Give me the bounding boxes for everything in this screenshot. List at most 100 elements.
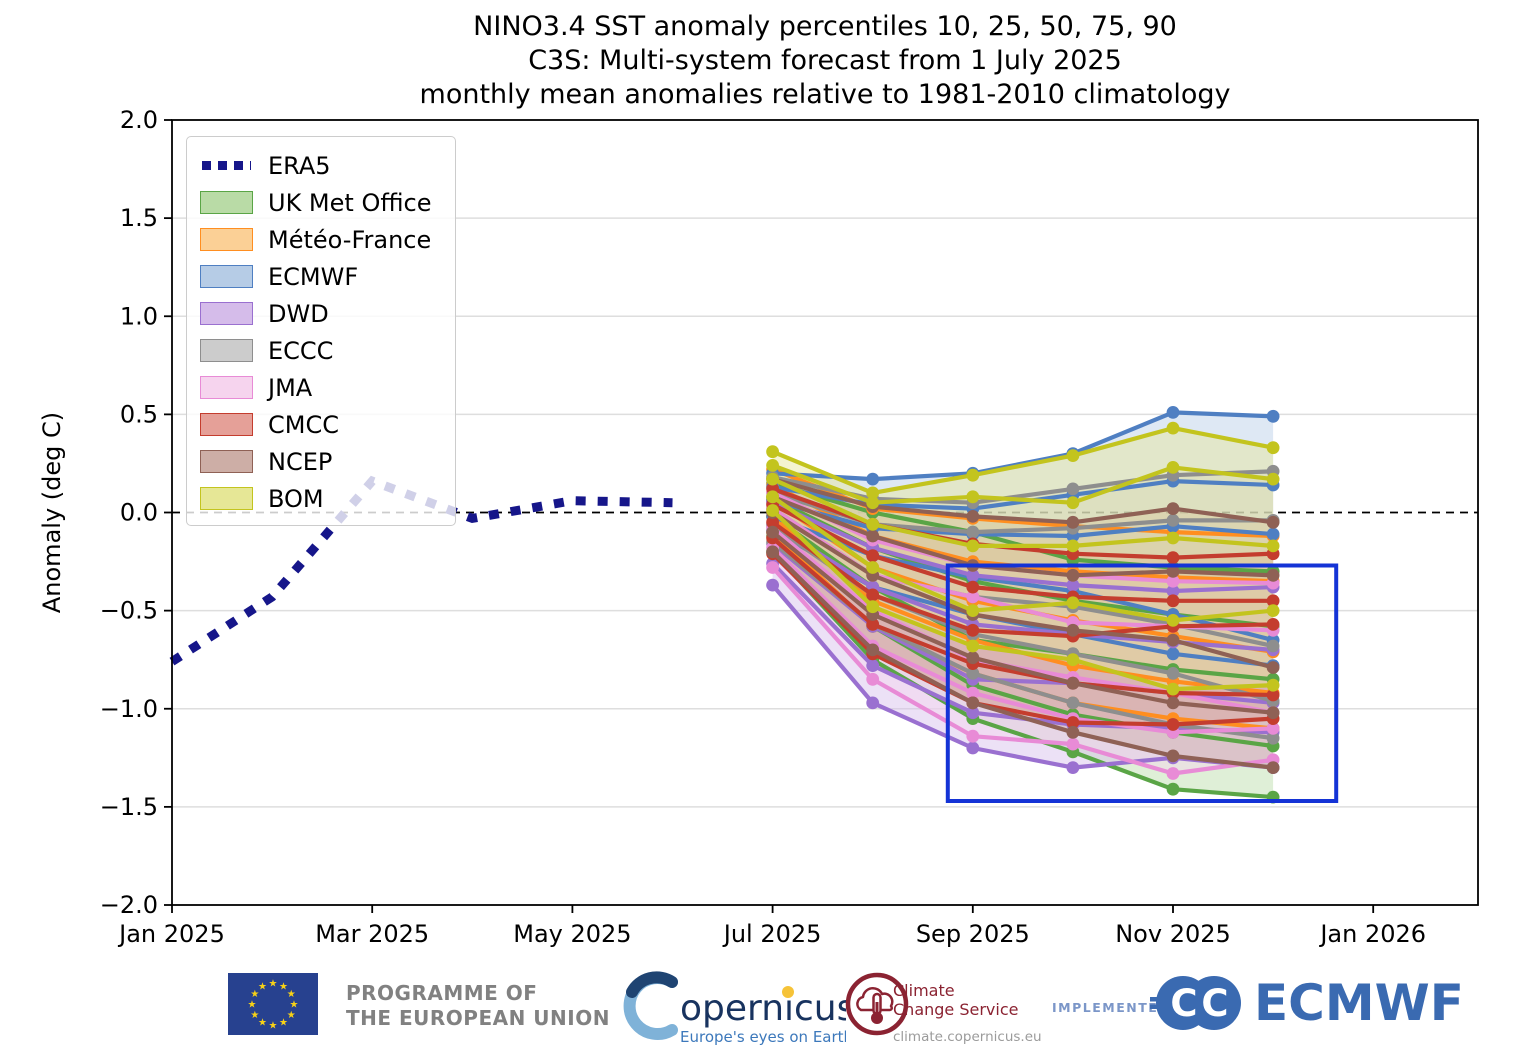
line-bom-p75 (770, 463, 1276, 505)
marker-ncep-p90 (1166, 502, 1180, 515)
marker-cmcc-p75 (1266, 594, 1280, 608)
marker-bom-p25 (1266, 604, 1280, 617)
line-jma-p25 (770, 545, 1276, 735)
eu-star: ★ (290, 1000, 299, 1011)
y-tick-label: 0.0 (120, 499, 158, 527)
copernicus-logo: opernicus Europe's eyes on Earth (623, 971, 846, 1046)
legend-item-era5: ERA5 (187, 147, 455, 184)
marker-cmcc-p75 (1166, 594, 1180, 608)
ecmwf-logo: C C ECMWF (1150, 972, 1464, 1034)
y-tick-label: 1.5 (120, 204, 158, 232)
y-tick-label: 1.0 (120, 302, 158, 330)
legend-swatch-band (200, 376, 253, 399)
marker-cmcc-p50 (966, 623, 980, 637)
marker-bom-p90 (1266, 441, 1280, 455)
marker-dwd-p25 (966, 706, 980, 720)
legend-swatch-dashed-line (202, 161, 251, 170)
ccs-line1: Climate (893, 981, 955, 1000)
legend-label: BOM (268, 484, 324, 513)
marker-bom-p10 (1066, 653, 1080, 667)
marker-ecmwf-p90 (1266, 409, 1280, 423)
y-tick-label: −2.0 (100, 891, 158, 919)
ecmwf-glyph-c2: C (1201, 982, 1228, 1025)
ecmwf-wordmark: ECMWF (1254, 974, 1464, 1032)
marker-dwd-p90 (966, 568, 980, 582)
marker-cmcc-p75 (966, 580, 980, 594)
marker-bom-p25 (966, 604, 980, 617)
legend-swatch-band (200, 228, 253, 251)
eu-programme-line2: THE EUROPEAN UNION (346, 1006, 610, 1030)
marker-jma-p25 (1266, 722, 1280, 735)
y-tick-label: 2.0 (120, 106, 158, 134)
ccs-text-block: Climate Change Service climate.copernicu… (893, 981, 1042, 1047)
marker-jma-p75 (966, 590, 980, 604)
marker-uk-met-office-p10 (1166, 782, 1180, 796)
legend-item-uk-met-office: UK Met Office (187, 184, 455, 221)
marker-dwd-p10 (866, 696, 880, 710)
marker-ncep-p25 (1266, 706, 1280, 720)
marker-bom-p50 (1066, 539, 1080, 553)
y-axis-label: Anomaly (deg C) (38, 412, 66, 613)
ccs-line2: Change Service (893, 1000, 1019, 1019)
marker-ncep-p50 (1266, 661, 1280, 674)
marker-bom-p25 (1166, 614, 1180, 627)
marker-ncep-p10 (1266, 761, 1280, 774)
marker-ncep-p25 (766, 525, 779, 539)
copernicus-wordmark: opernicus (680, 988, 846, 1029)
marker-dwd-p90 (1166, 584, 1180, 598)
marker-ncep-p10 (866, 643, 880, 657)
marker-bom-p75 (866, 496, 880, 510)
legend-label: NCEP (268, 447, 333, 476)
ecmwf-glyph-right (1187, 976, 1241, 1030)
marker-bom-p10 (866, 600, 880, 614)
climate-change-service-logo (845, 972, 909, 1036)
legend-item-m-t-o-france: Météo-France (187, 221, 455, 258)
legend-swatch-band (200, 302, 253, 325)
eu-flag-stars: ★ ★★★★★★★★★★★ (248, 979, 299, 1032)
chart-title-line1: NINO3.4 SST anomaly percentiles 10, 25, … (473, 11, 1177, 42)
marker-jma-p10 (1166, 767, 1180, 780)
eu-star: ★ (269, 979, 278, 990)
legend-label: DWD (268, 299, 329, 328)
chart-title-block: NINO3.4 SST anomaly percentiles 10, 25, … (172, 10, 1478, 112)
eu-flag-field (228, 973, 318, 1035)
eu-flag-logo: ★ ★★★★★★★★★★★ (228, 973, 318, 1035)
legend-swatch-band (200, 450, 253, 473)
line-cmcc-p25 (770, 535, 1276, 698)
eu-star: ★ (287, 989, 296, 1000)
marker-bom-p10 (1166, 682, 1180, 696)
line-ncep-p50 (770, 510, 1276, 670)
legend-item-dwd: DWD (187, 295, 455, 332)
marker-ncep-p25 (1166, 696, 1180, 710)
marker-bom-p50 (766, 472, 779, 486)
x-tick-label: Jan 2026 (1318, 920, 1426, 948)
line-ncep-p10 (770, 549, 1276, 770)
eu-star: ★ (279, 981, 288, 992)
marker-eccc-p10 (966, 667, 980, 680)
marker-eccc-p75 (1166, 514, 1180, 527)
highlight-box (945, 563, 1339, 803)
eu-star: ★ (287, 1010, 296, 1021)
marker-ncep-p90 (966, 510, 980, 523)
legend-item-bom: BOM (187, 480, 455, 517)
line-uk-met-office-p10 (770, 549, 1276, 800)
line-cmcc-p75 (770, 502, 1276, 603)
marker-bom-p50 (1166, 531, 1180, 545)
eu-star: ★ (258, 1018, 267, 1029)
legend-label: UK Met Office (268, 188, 432, 217)
legend-label: ECCC (268, 336, 334, 365)
eu-star: ★ (248, 1000, 257, 1011)
marker-bom-p90 (866, 486, 880, 500)
ccs-url: climate.copernicus.eu (893, 1029, 1042, 1045)
marker-ncep-p75 (866, 529, 880, 543)
legend-label: CMCC (268, 410, 339, 439)
marker-bom-p50 (866, 517, 880, 531)
marker-ncep-p10 (966, 696, 980, 710)
marker-bom-p75 (766, 459, 779, 472)
line-bom-p10 (770, 508, 1276, 692)
legend-swatch-band (200, 487, 253, 510)
marker-ecmwf-p90 (1166, 406, 1180, 419)
marker-jma-p10 (966, 729, 980, 743)
line-cmcc-p10 (770, 551, 1276, 727)
